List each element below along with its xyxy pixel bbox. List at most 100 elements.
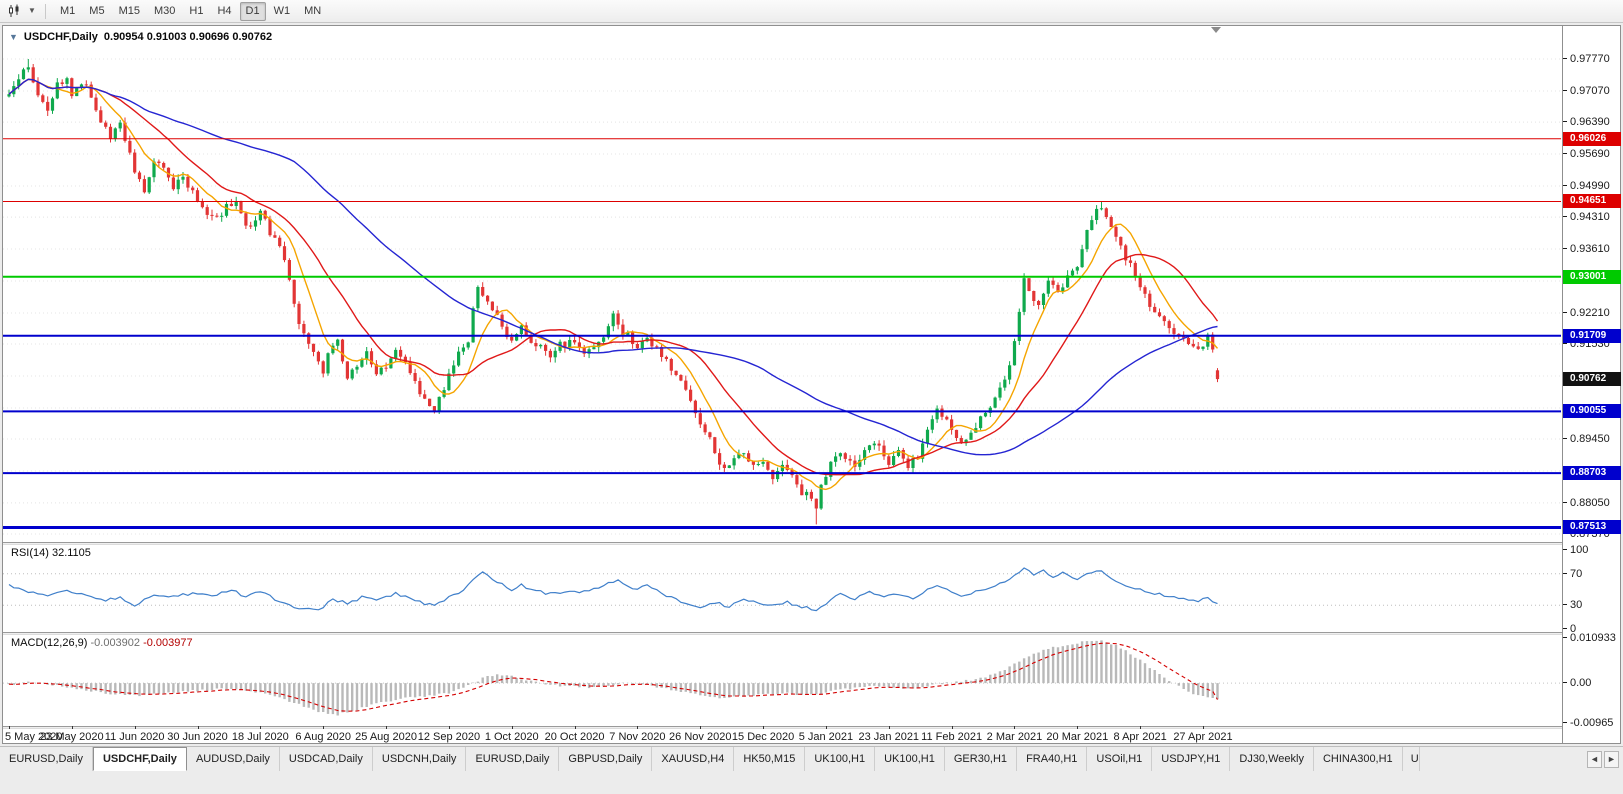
date-tick xyxy=(448,726,450,729)
timeframe-button-w1[interactable]: W1 xyxy=(273,4,291,17)
chart-tab-usdchf-daily[interactable]: USDCHF,Daily xyxy=(92,747,187,771)
date-label: 5 May 2020 xyxy=(5,731,63,743)
level-price-label: 0.90055 xyxy=(1563,404,1621,419)
rsi-tick-label: 70 xyxy=(1562,567,1583,580)
timeframe-button-h4[interactable]: H4 xyxy=(217,4,232,17)
date-axis[interactable]: 5 May 2020 23 May 2020 11 Jun 2020 30 Jun 2… xyxy=(3,726,1562,743)
date-tick xyxy=(763,726,765,729)
date-label: 15 Dec 2020 xyxy=(731,731,795,743)
date-label: 23 May 2020 xyxy=(40,731,104,743)
date-label: 11 Feb 2021 xyxy=(921,731,983,743)
date-tick xyxy=(323,726,325,729)
macd-tick-label: 0.010933 xyxy=(1563,632,1616,644)
date-label: 7 Nov 2020 xyxy=(609,731,666,743)
date-tick xyxy=(260,726,262,729)
date-label: 26 Nov 2020 xyxy=(669,731,732,743)
chart-tab-u[interactable]: U xyxy=(1402,747,1420,771)
chart-tab-uk100-h1[interactable]: UK100,H1 xyxy=(875,747,945,771)
candlestick-chart-icon xyxy=(9,4,19,17)
main-price-panel xyxy=(3,58,1561,535)
price-tick-label: 0.93610 xyxy=(1563,243,1610,256)
date-tick xyxy=(197,726,199,729)
date-tick xyxy=(888,726,890,729)
timeframe-buttons: M1 M5 M15 M30 H1 H4 D1 W1 MN xyxy=(53,1,328,21)
price-tick-label: 0.97070 xyxy=(1563,85,1610,97)
date-label: 11 Jun 2020 xyxy=(104,731,165,743)
macd-tick-label: -0.00965 xyxy=(1562,717,1614,729)
one-click-trading-toggle-icon[interactable]: ▼ xyxy=(9,32,18,42)
chart-tab-usdcnh-daily[interactable]: USDCNH,Daily xyxy=(372,747,467,771)
macd-signal-line xyxy=(8,642,1218,712)
date-label: 25 Aug 2020 xyxy=(355,731,417,743)
timeframe-button-m5[interactable]: M5 xyxy=(89,4,105,17)
panel-separator[interactable] xyxy=(3,726,1620,729)
date-label: 5 Jan 2021 xyxy=(798,731,854,743)
chart-tab-xauusd-h4[interactable]: XAUUSD,H4 xyxy=(652,747,735,771)
tabs-scroll-right-icon[interactable]: ► xyxy=(1604,750,1619,768)
tabs-scroll-left-icon[interactable]: ◄ xyxy=(1587,750,1602,768)
chart-window[interactable]: ▼ USDCHF,Daily 0.90954 0.91003 0.90696 0… xyxy=(2,25,1621,744)
chart-tab-uk100-h1[interactable]: UK100,H1 xyxy=(805,747,876,771)
price-axis[interactable]: 0.97770 0.97070 0.96390 0.95690 0.94990 0.943… xyxy=(1562,26,1621,743)
date-label: 20 Mar 2021 xyxy=(1046,731,1109,743)
timeframe-button-d1[interactable]: D1 xyxy=(239,1,266,21)
chart-type-icon[interactable] xyxy=(4,2,24,20)
panel-separator[interactable] xyxy=(3,542,1620,545)
date-tick xyxy=(825,726,827,729)
date-label: 8 Apr 2021 xyxy=(1113,731,1167,743)
price-tick-label: 0.89450 xyxy=(1563,433,1610,445)
date-label: 12 Sep 2020 xyxy=(417,731,481,743)
ma-60-line xyxy=(8,78,1218,456)
timeframe-button-m1[interactable]: M1 xyxy=(60,4,76,17)
panel-separator[interactable] xyxy=(3,632,1620,635)
date-label: 23 Jan 2021 xyxy=(858,731,920,743)
toolbar-separator xyxy=(45,3,46,19)
timeframe-button-h1[interactable]: H1 xyxy=(189,4,204,17)
chart-tab-gbpusd-daily[interactable]: GBPUSD,Daily xyxy=(559,747,653,771)
rsi-tick-label: 100 xyxy=(1562,544,1589,556)
date-tick xyxy=(386,726,388,729)
date-tick xyxy=(9,726,10,729)
chart-tab-usdcad-daily[interactable]: USDCAD,Daily xyxy=(279,747,373,771)
chart-tab-dj30-weekly[interactable]: DJ30,Weekly xyxy=(1230,747,1314,771)
chart-shift-marker-icon[interactable] xyxy=(1211,27,1221,33)
chart-tab-china300-h1[interactable]: CHINA300,H1 xyxy=(1313,747,1403,771)
date-tick xyxy=(1202,726,1204,729)
level-price-label: 0.88703 xyxy=(1563,466,1621,481)
rsi-panel xyxy=(3,567,1561,612)
date-label: 2 Mar 2021 xyxy=(986,731,1043,743)
price-tick-label: 0.92210 xyxy=(1563,306,1610,319)
chart-tab-usdjpy-h1[interactable]: USDJPY,H1 xyxy=(1152,747,1231,771)
date-tick xyxy=(1014,726,1016,729)
chart-tab-eurusd-daily[interactable]: EURUSD,Daily xyxy=(0,747,93,771)
chart-type-dropdown-icon[interactable]: ▼ xyxy=(28,6,36,15)
price-tick-label: 0.94990 xyxy=(1563,179,1610,192)
date-tick xyxy=(134,726,136,729)
date-label: 27 Apr 2021 xyxy=(1173,731,1233,743)
date-label: 1 Oct 2020 xyxy=(484,731,539,743)
date-tick xyxy=(1077,726,1079,729)
date-tick xyxy=(1140,726,1142,729)
price-tick-label: 0.95690 xyxy=(1563,148,1610,161)
chart-tab-audusd-daily[interactable]: AUDUSD,Daily xyxy=(186,747,280,771)
timeframe-button-m15[interactable]: M15 xyxy=(118,4,140,17)
timeframe-button-mn[interactable]: MN xyxy=(304,4,322,17)
level-price-label: 0.91709 xyxy=(1563,328,1621,343)
top-toolbar: ▼ M1 M5 M15 M30 H1 H4 D1 W1 MN xyxy=(0,0,1623,23)
chart-canvas[interactable] xyxy=(3,26,1561,743)
chart-tab-bar: EURUSD,Daily USDCHF,Daily AUDUSD,Daily USDC… xyxy=(0,746,1623,771)
chart-tab-ger30-h1[interactable]: GER30,H1 xyxy=(944,747,1018,771)
timeframe-button-m30[interactable]: M30 xyxy=(153,4,176,17)
level-price-label: 0.87513 xyxy=(1563,520,1621,535)
date-tick xyxy=(951,726,953,729)
level-price-label: 0.93001 xyxy=(1563,269,1621,284)
date-label: 6 Aug 2020 xyxy=(295,731,352,743)
chart-tabs: EURUSD,Daily USDCHF,Daily AUDUSD,Daily USDC… xyxy=(0,747,1583,771)
chart-tab-hk50-m15[interactable]: HK50,M15 xyxy=(734,747,806,771)
date-label: 30 Jun 2020 xyxy=(167,731,228,743)
current-price-label: 0.90762 xyxy=(1563,372,1621,387)
chart-tab-eurusd-daily[interactable]: EURUSD,Daily xyxy=(466,747,560,771)
chart-tab-usoil-h1[interactable]: USOil,H1 xyxy=(1087,747,1153,771)
chart-tab-fra40-h1[interactable]: FRA40,H1 xyxy=(1017,747,1088,771)
date-label: 18 Jul 2020 xyxy=(231,731,289,743)
